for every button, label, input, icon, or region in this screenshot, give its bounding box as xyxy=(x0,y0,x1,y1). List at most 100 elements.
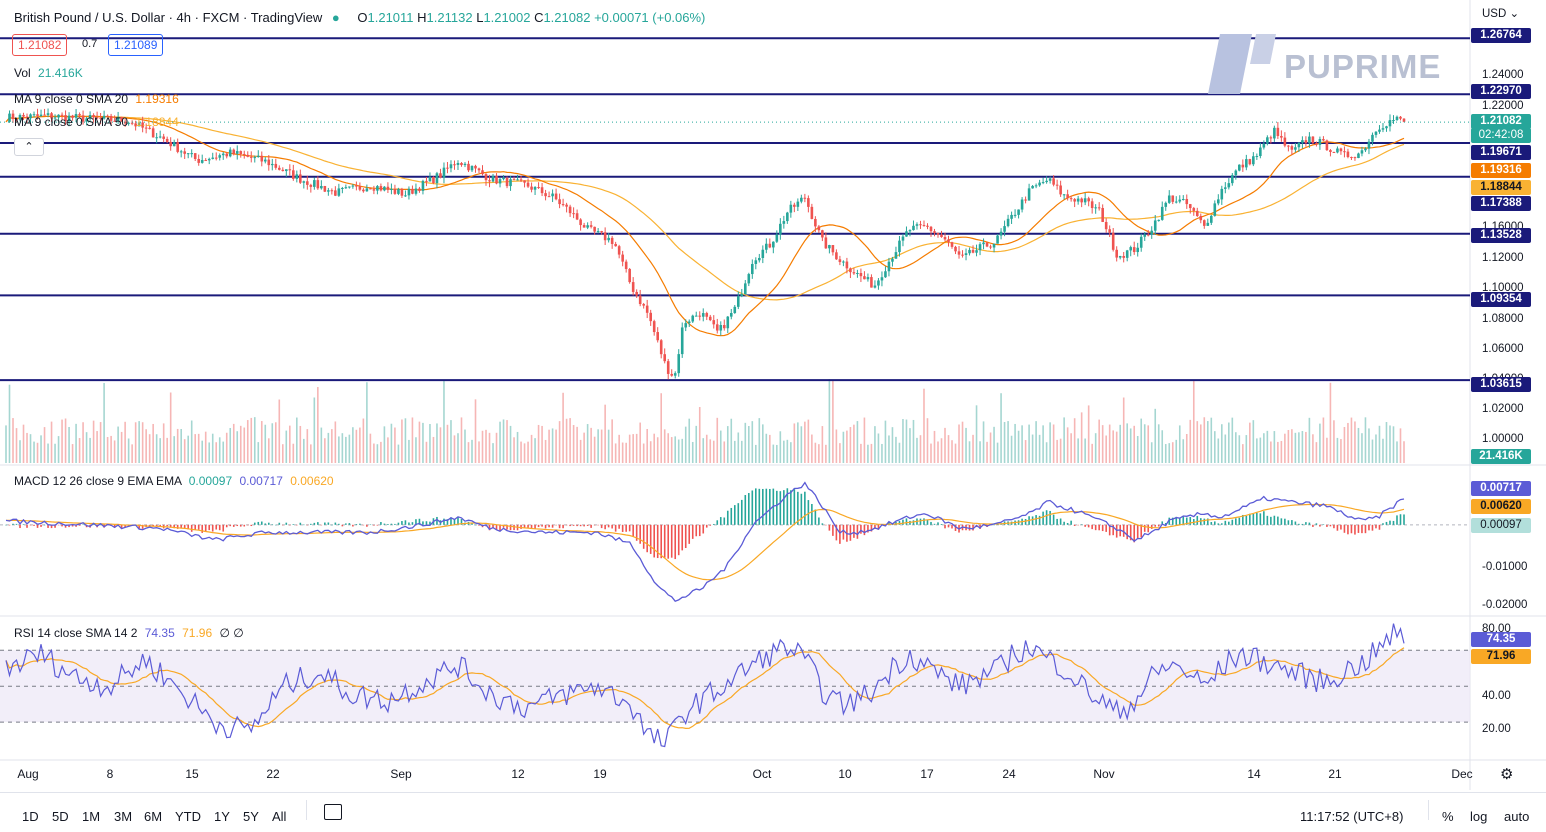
volume-bar xyxy=(1087,405,1090,463)
macd-histogram-bar xyxy=(937,522,939,525)
macd-histogram-bar xyxy=(1210,521,1213,525)
volume-bar xyxy=(1129,428,1132,463)
candle-body xyxy=(631,282,635,292)
candle-body xyxy=(474,165,477,169)
x-tick: Oct xyxy=(752,767,772,781)
volume-bar xyxy=(1059,438,1062,463)
macd-histogram-bar xyxy=(1073,524,1076,526)
candle-body xyxy=(898,240,901,253)
macd-histogram-bar xyxy=(576,524,578,527)
macd-histogram-bar xyxy=(331,524,333,526)
macd-histogram-bar xyxy=(166,524,168,527)
ohlc-readout: O1.21011 H1.21132 L1.21002 C1.21082 +0.0… xyxy=(357,10,706,25)
candle-body xyxy=(1104,221,1108,230)
volume-bar xyxy=(47,443,49,463)
macd-histogram-bar xyxy=(75,524,77,527)
ma20-line xyxy=(5,115,1405,337)
range-1y-button[interactable]: 1Y xyxy=(214,809,230,824)
volume-bar xyxy=(117,426,119,463)
volume-bar xyxy=(376,444,379,463)
macd-histogram-bar xyxy=(818,517,820,525)
auto-toggle[interactable]: auto xyxy=(1504,809,1530,824)
candle-body xyxy=(1101,208,1104,222)
macd-histogram-bar xyxy=(345,523,347,525)
range-1m-button[interactable]: 1M xyxy=(82,809,101,824)
volume-bar xyxy=(264,424,267,463)
macd-histogram-bar xyxy=(902,519,904,525)
candle-body xyxy=(288,169,292,171)
volume-bar xyxy=(131,444,133,463)
candle-body xyxy=(344,187,348,189)
candle-body xyxy=(235,151,239,154)
volume-bar xyxy=(243,427,246,463)
volume-bar xyxy=(1171,442,1174,463)
candle-body xyxy=(1266,137,1269,144)
macd-histogram-bar xyxy=(646,524,648,553)
macd-line xyxy=(5,481,1405,602)
range-5y-button[interactable]: 5Y xyxy=(243,809,259,824)
candle-body xyxy=(1069,198,1073,200)
volume-bar xyxy=(579,439,582,463)
percent-toggle[interactable]: % xyxy=(1442,809,1454,824)
x-tick: 17 xyxy=(920,767,934,781)
macd-histogram-bar xyxy=(47,524,49,528)
collapse-legend-button[interactable]: ⌃ xyxy=(14,138,44,156)
candle-body xyxy=(190,153,193,155)
macd-histogram-bar xyxy=(642,524,645,549)
volume-bar xyxy=(436,423,438,463)
macd-histogram-bar xyxy=(1242,514,1244,525)
date-range-calendar-icon[interactable] xyxy=(324,804,342,820)
volume-bar xyxy=(138,421,140,463)
buy-price-button[interactable]: 1.21089 xyxy=(108,34,164,56)
volume-bar xyxy=(1259,437,1262,463)
volume-bar xyxy=(481,430,484,463)
candle-body xyxy=(11,113,15,120)
settings-gear-icon[interactable]: ⚙ xyxy=(1500,766,1514,783)
candle-body xyxy=(1283,137,1287,146)
macd-histogram-bar xyxy=(702,524,705,534)
macd-histogram-bar xyxy=(33,524,35,526)
macd-histogram-bar xyxy=(811,503,813,525)
volume-bar xyxy=(1329,382,1332,463)
clock-time[interactable]: 11:17:52 (UTC+8) xyxy=(1300,809,1404,824)
range-5d-button[interactable]: 5D xyxy=(52,809,69,824)
volume-bar xyxy=(166,437,168,463)
range-6m-button[interactable]: 6M xyxy=(144,809,163,824)
sell-price-button[interactable]: 1.21082 xyxy=(12,34,68,56)
candle-body xyxy=(1346,151,1350,158)
macd-histogram-bar xyxy=(208,524,211,531)
candle-body xyxy=(393,189,397,194)
macd-histogram-bar xyxy=(709,524,712,526)
currency-selector[interactable]: USD ⌄ xyxy=(1482,8,1520,20)
range-all-button[interactable]: All xyxy=(272,809,287,824)
range-1d-button[interactable]: 1D xyxy=(22,809,39,824)
candle-body xyxy=(1332,151,1336,153)
volume-bar xyxy=(1284,433,1286,463)
level-label: 1.22970 xyxy=(1471,84,1531,99)
volume-bar xyxy=(681,438,684,463)
macd-histogram-bar xyxy=(443,518,445,525)
volume-bar xyxy=(215,442,218,463)
volume-bar xyxy=(1343,427,1346,463)
volume-bar xyxy=(1094,433,1097,463)
candle-body xyxy=(1336,148,1339,153)
volume-bar xyxy=(1140,418,1143,463)
candle-body xyxy=(1318,139,1322,145)
range-ytd-button[interactable]: YTD xyxy=(175,809,201,824)
macd-histogram-bar xyxy=(541,524,543,527)
macd-histogram-bar xyxy=(1277,516,1279,525)
macd-histogram-bar xyxy=(1368,524,1370,531)
candle-body xyxy=(348,186,351,188)
range-3m-button[interactable]: 3M xyxy=(114,809,133,824)
candle-body xyxy=(1209,215,1213,223)
macd-histogram-bar xyxy=(776,490,778,525)
volume-bar xyxy=(1213,431,1216,463)
volume-bar xyxy=(726,426,729,463)
macd-histogram-bar xyxy=(1326,524,1328,527)
macd-histogram-bar xyxy=(1087,524,1090,528)
candle-body xyxy=(579,219,582,226)
volume-bar xyxy=(1235,432,1237,463)
candle-body xyxy=(775,234,779,242)
log-toggle[interactable]: log xyxy=(1470,809,1488,824)
